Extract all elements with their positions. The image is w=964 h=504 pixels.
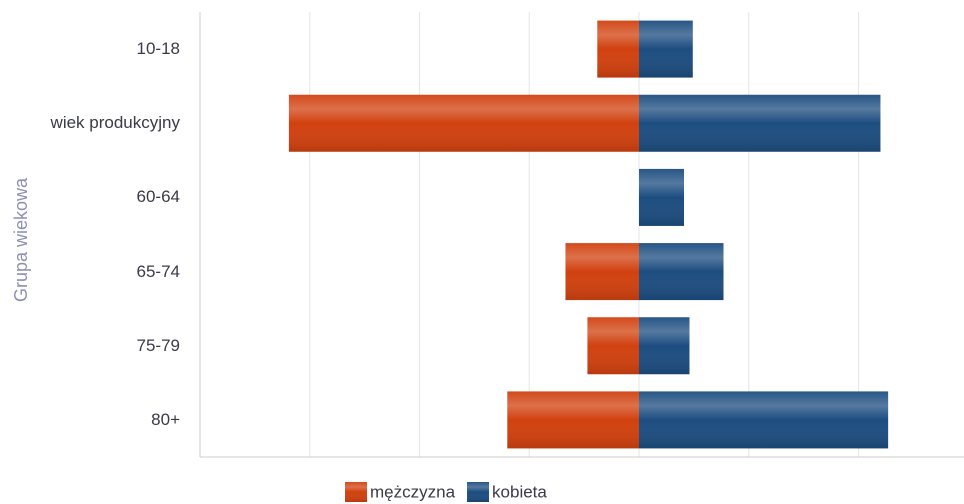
y-tick-label: 10-18 (136, 39, 180, 59)
legend-label: kobieta (492, 482, 547, 501)
bar-shine (587, 317, 639, 375)
bar-shine (639, 317, 690, 375)
bar-shine (639, 94, 881, 152)
legend-swatch-shine (345, 482, 367, 502)
legend-swatch-shine (467, 482, 490, 502)
y-axis-title: Grupa wiekowa (11, 177, 31, 302)
bar-shine (507, 391, 639, 449)
y-tick-label: wiek produkcyjny (50, 113, 180, 133)
legend-label: mężczyzna (370, 482, 456, 501)
y-tick-label: 65-74 (136, 261, 180, 281)
bar-shine (639, 243, 724, 301)
bar-shine (597, 20, 639, 78)
y-tick-label: 60-64 (136, 187, 180, 207)
y-tick-label: 80+ (151, 409, 180, 429)
bar-shine (288, 94, 639, 152)
bar-shine (639, 391, 889, 449)
y-tick-label: 75-79 (136, 335, 180, 355)
bar-shine (639, 168, 684, 226)
bar-shine (639, 20, 693, 78)
bar-shine (565, 243, 639, 301)
